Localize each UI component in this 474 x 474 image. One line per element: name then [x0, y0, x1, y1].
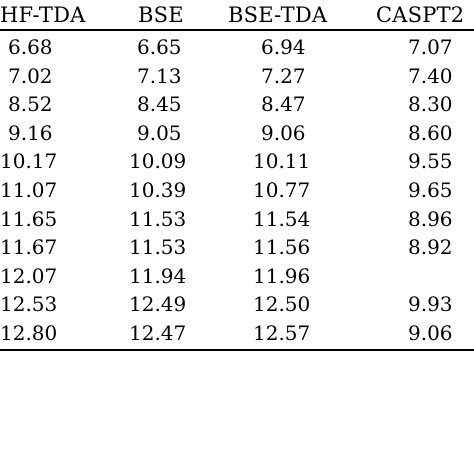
column-header-caspt2: CASPT2: [376, 3, 465, 27]
table-cell: 10.09: [129, 149, 187, 174]
column-header-hf-tda: HF-TDA: [0, 3, 86, 27]
table-cell: 12.57: [253, 320, 311, 345]
table-cell: 7.13: [137, 63, 182, 88]
table-row: 12.53 12.49 12.50 9.93: [0, 290, 474, 319]
table-cell: 8.52: [8, 92, 53, 117]
table-cell: 12.53: [0, 292, 58, 317]
table-cell: 12.49: [129, 292, 187, 317]
table-cell: 11.96: [253, 263, 311, 288]
table-cell: 12.47: [129, 320, 187, 345]
table-cell: 11.94: [129, 263, 187, 288]
table-cell: 9.93: [408, 292, 453, 317]
table-cell: 10.39: [129, 177, 187, 202]
table-row: 11.67 11.53 11.56 8.92: [0, 233, 474, 262]
table-row: 8.52 8.45 8.47 8.30: [0, 90, 474, 119]
table-cell: 7.02: [8, 63, 53, 88]
table-cell: 11.65: [0, 206, 58, 231]
table-top-rule: [0, 29, 474, 31]
table-cell: 10.11: [253, 149, 311, 174]
column-header-bse-tda: BSE-TDA: [228, 3, 328, 27]
table-row: 11.65 11.53 11.54 8.96: [0, 205, 474, 234]
table-cell: 11.07: [0, 177, 58, 202]
table-cell: 8.96: [408, 206, 453, 231]
table-cell: 8.47: [261, 92, 306, 117]
table-row: 12.80 12.47 12.57 9.06: [0, 319, 474, 348]
table-cell: 7.07: [408, 35, 453, 59]
table-cell: 8.60: [408, 120, 453, 145]
table-row: 11.07 10.39 10.77 9.65: [0, 176, 474, 205]
table-cell: 9.05: [137, 120, 182, 145]
table-cell: 10.77: [253, 177, 311, 202]
table-row: 10.17 10.09 10.11 9.55: [0, 147, 474, 176]
table-row: 9.16 9.05 9.06 8.60: [0, 119, 474, 148]
column-header-bse: BSE: [138, 3, 184, 27]
table-cell: 9.55: [408, 149, 453, 174]
table-cell: 6.65: [137, 35, 182, 59]
table-row: 12.07 11.94 11.96: [0, 262, 474, 291]
table-cell: 6.68: [8, 35, 53, 59]
table-cell: 9.65: [408, 177, 453, 202]
table-bottom-rule: [0, 349, 474, 351]
table-body: 6.68 6.65 6.94 7.07 7.02 7.13 7.27 7.40 8.52 8.45…: [0, 33, 474, 348]
table-row: 6.68 6.65 6.94 7.07: [0, 33, 474, 62]
table-cell: 12.07: [0, 263, 58, 288]
table-cell: 10.17: [0, 149, 58, 174]
table-row: 7.02 7.13 7.27 7.40: [0, 62, 474, 91]
table-cell: 9.16: [8, 120, 53, 145]
table-cell: 8.30: [408, 92, 453, 117]
table-cell: 8.45: [137, 92, 182, 117]
table-cell: 6.94: [261, 35, 306, 59]
table-cell: 11.53: [129, 235, 187, 260]
table-cell: 7.40: [408, 63, 453, 88]
table-cell: 9.06: [408, 320, 453, 345]
table-cell: 11.56: [253, 235, 311, 260]
table-cell: 12.80: [0, 320, 58, 345]
table-cell: 8.92: [408, 235, 453, 260]
table-cell: 11.54: [253, 206, 311, 231]
table-cell: 11.53: [129, 206, 187, 231]
table-cell: 7.27: [261, 63, 306, 88]
table-cell: 11.67: [0, 235, 58, 260]
table-cell: 9.06: [261, 120, 306, 145]
table-cell: 12.50: [253, 292, 311, 317]
